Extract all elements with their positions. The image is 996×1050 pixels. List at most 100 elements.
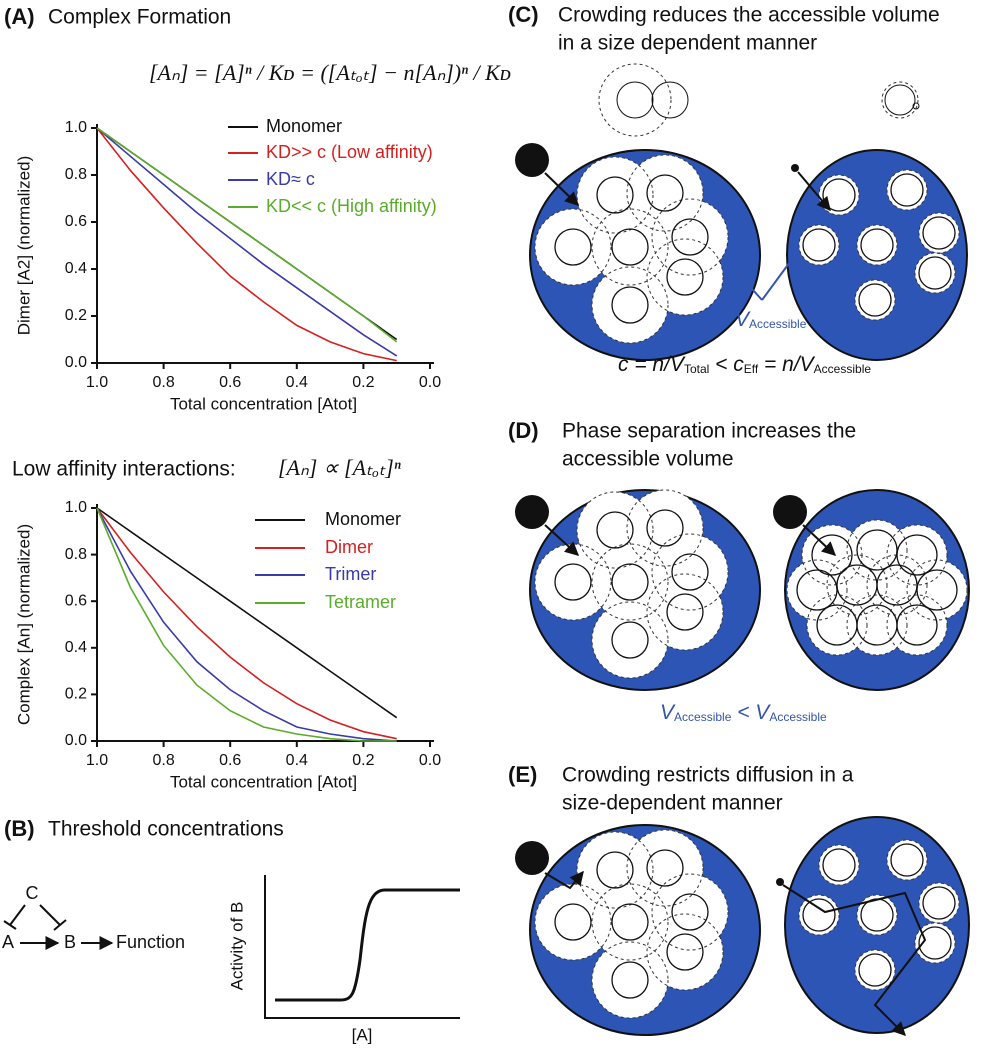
excluded-outline <box>591 266 669 344</box>
excluded-volume <box>855 280 895 320</box>
x-tick-label: 1.0 <box>86 752 108 769</box>
excluded-outline <box>646 238 724 316</box>
crowder <box>896 534 938 576</box>
excluded-outline <box>651 198 729 276</box>
panel-title: size-dependent manner <box>562 792 783 815</box>
subscript: Accessible <box>814 362 872 376</box>
panel-title: Crowding reduces the accessible volume <box>558 4 940 27</box>
legend-label: Tetramer <box>325 592 396 612</box>
x-tick-label: 0.2 <box>352 752 374 769</box>
crowder <box>554 228 592 266</box>
subscript: Accessible <box>674 710 732 724</box>
probe <box>515 143 549 177</box>
crowder <box>646 509 684 547</box>
crowding-diagrams <box>515 63 970 1036</box>
excluded-outline <box>886 839 928 881</box>
crowder <box>860 228 894 262</box>
excluded-outline <box>598 63 672 137</box>
excluded-outline <box>534 543 612 621</box>
crowder <box>671 553 709 591</box>
comparison: VAccessible < VAccessible <box>660 701 827 725</box>
legend-label: Dimer <box>325 537 373 557</box>
crowder <box>611 228 649 266</box>
crowder <box>611 286 649 324</box>
subscript: Accessible <box>769 710 827 724</box>
crowder <box>611 563 649 601</box>
excluded-outline <box>854 949 896 991</box>
excluded-outline <box>856 894 898 936</box>
series-line <box>96 507 397 742</box>
panel-title: Threshold concentrations <box>48 818 284 841</box>
x-tick-label: 0.0 <box>419 752 441 769</box>
node: C <box>26 883 39 903</box>
excluded-volume <box>857 895 897 935</box>
panel-title: in a size dependent manner <box>558 32 817 55</box>
subscript: Eff <box>744 362 759 376</box>
excluded-volume <box>799 895 839 935</box>
panel-label: (D) <box>508 418 539 443</box>
subscript: Total <box>684 362 709 376</box>
excluded-outline <box>646 913 724 991</box>
crowder <box>611 903 649 941</box>
panel-label: (C) <box>508 2 539 27</box>
excluded-volume <box>887 170 927 210</box>
excluded-volume <box>535 544 611 620</box>
crowder <box>922 886 956 920</box>
crowder <box>596 176 634 214</box>
excluded-volume <box>887 840 927 880</box>
y-tick-label: 0.2 <box>65 686 87 703</box>
panel-title: Complex Formation <box>48 6 231 29</box>
crowder <box>611 961 649 999</box>
y-tick-label: 0.6 <box>65 213 87 230</box>
y-tick-label: 0.8 <box>65 166 87 183</box>
panel-label: (E) <box>508 762 537 787</box>
y-axis-label: Complex [An] (normalized) <box>14 524 33 725</box>
excluded-outline <box>906 559 968 621</box>
crowder <box>918 256 952 290</box>
crowder <box>802 228 836 262</box>
panel-label: (B) <box>4 816 35 841</box>
probe <box>773 495 807 529</box>
crowder <box>890 843 924 877</box>
excluded-outline <box>881 81 919 119</box>
panel-title: accessible volume <box>562 448 734 471</box>
y-tick-label: 0.6 <box>65 592 87 609</box>
excluded-outline <box>591 883 669 961</box>
crowder <box>611 621 649 659</box>
legend-label: Trimer <box>325 564 376 584</box>
formula: c = n/VTotal < cEff = n/VAccessible <box>618 353 871 377</box>
text-part: c = n/V <box>618 353 686 376</box>
excluded-volume <box>592 602 668 678</box>
excluded-outline <box>914 922 956 964</box>
threshold-plot: Activity of B [A] <box>227 875 460 1044</box>
excluded-outline <box>914 252 956 294</box>
excluded-volume <box>857 225 897 265</box>
v-sub: Accessible <box>749 317 807 331</box>
legend-label: KD≈ c <box>266 169 315 189</box>
excluded-volume <box>535 209 611 285</box>
y-tick-label: 0.8 <box>65 546 87 563</box>
crowder <box>666 258 704 296</box>
excluded-volume <box>919 213 959 253</box>
x-axis-label: Total concentration [Atot] <box>170 394 357 413</box>
arrow <box>544 524 580 556</box>
crowder <box>671 218 709 256</box>
excluded-outline <box>576 156 654 234</box>
crowder <box>802 898 836 932</box>
excluded-outline <box>886 524 948 586</box>
probe <box>912 102 920 110</box>
text-part: < V <box>731 701 771 724</box>
series-line <box>96 507 398 719</box>
excluded-volume <box>819 845 859 885</box>
panel-title: Crowding restricts diffusion in a <box>562 764 854 787</box>
crowder <box>896 604 938 646</box>
node: B <box>64 932 76 952</box>
legend-label: Monomer <box>266 116 342 136</box>
excluded-outline <box>626 489 704 567</box>
excluded-outline <box>826 554 888 616</box>
crowder <box>890 173 924 207</box>
excluded-outline <box>591 543 669 621</box>
crowder <box>822 848 856 882</box>
series-line <box>96 127 398 357</box>
arrow <box>797 171 831 212</box>
